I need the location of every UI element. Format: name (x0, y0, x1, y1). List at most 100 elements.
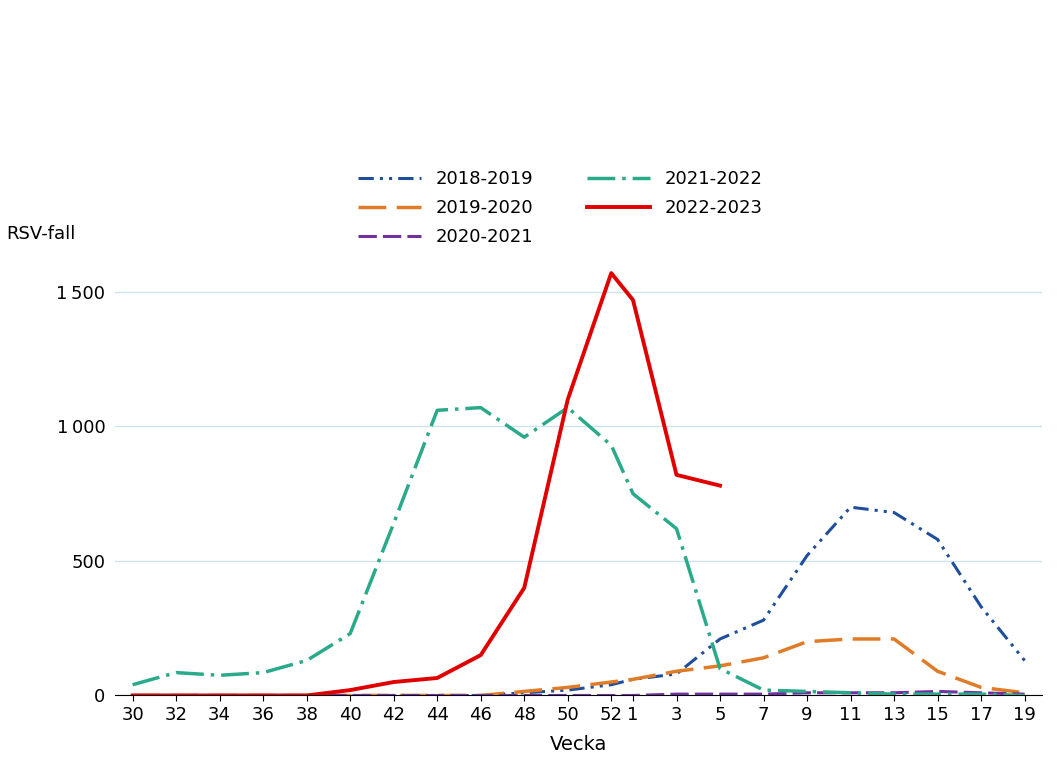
2021-2022 (300, 656, 313, 665)
2019-2020 (300, 691, 313, 700)
2021-2022 (670, 524, 683, 533)
2018-2019 (214, 691, 226, 700)
2020-2021 (931, 687, 944, 696)
2019-2020 (931, 667, 944, 676)
2021-2022 (475, 403, 487, 412)
2019-2020 (975, 683, 987, 692)
2020-2021 (518, 691, 531, 700)
2019-2020 (387, 691, 400, 700)
Line: 2022-2023: 2022-2023 (132, 273, 720, 695)
2018-2019 (627, 674, 639, 684)
2018-2019 (931, 534, 944, 544)
2022-2023 (214, 691, 226, 700)
X-axis label: Vecka: Vecka (550, 735, 608, 754)
2022-2023 (713, 481, 726, 491)
2018-2019 (757, 615, 769, 624)
2021-2022 (170, 668, 183, 677)
2022-2023 (670, 471, 683, 480)
2019-2020 (126, 691, 138, 700)
2019-2020 (801, 637, 814, 646)
Line: 2019-2020: 2019-2020 (132, 639, 1024, 695)
2018-2019 (344, 691, 356, 700)
2021-2022 (888, 690, 901, 699)
2022-2023 (387, 677, 400, 687)
2021-2022 (757, 685, 769, 694)
2022-2023 (257, 691, 270, 700)
2019-2020 (518, 687, 531, 696)
2019-2020 (757, 653, 769, 662)
2018-2019 (888, 508, 901, 518)
2020-2021 (387, 691, 400, 700)
2020-2021 (801, 688, 814, 697)
2018-2019 (475, 691, 487, 700)
2019-2020 (344, 691, 356, 700)
2022-2023 (627, 295, 639, 305)
2019-2020 (670, 667, 683, 676)
2018-2019 (300, 691, 313, 700)
2018-2019 (670, 669, 683, 678)
2020-2021 (757, 690, 769, 699)
2018-2019 (801, 551, 814, 560)
2020-2021 (713, 690, 726, 699)
2022-2023 (126, 691, 138, 700)
2021-2022 (126, 680, 138, 689)
2020-2021 (344, 691, 356, 700)
2019-2020 (214, 691, 226, 700)
2022-2023 (518, 583, 531, 592)
2020-2021 (170, 691, 183, 700)
2021-2022 (605, 441, 617, 450)
2020-2021 (627, 691, 639, 700)
2022-2023 (431, 674, 444, 683)
2020-2021 (300, 691, 313, 700)
2021-2022 (257, 668, 270, 677)
2020-2021 (475, 691, 487, 700)
2020-2021 (1018, 690, 1031, 699)
2018-2019 (561, 685, 574, 694)
2019-2020 (627, 674, 639, 684)
2021-2022 (344, 629, 356, 638)
2022-2023 (300, 691, 313, 700)
2022-2023 (170, 691, 183, 700)
2019-2020 (713, 661, 726, 671)
2022-2023 (561, 395, 574, 404)
2020-2021 (561, 691, 574, 700)
2020-2021 (975, 688, 987, 697)
2018-2019 (431, 691, 444, 700)
2018-2019 (605, 680, 617, 689)
2018-2019 (1018, 656, 1031, 665)
2018-2019 (975, 602, 987, 611)
2021-2022 (1018, 691, 1031, 700)
2019-2020 (170, 691, 183, 700)
2021-2022 (561, 403, 574, 412)
2021-2022 (975, 690, 987, 699)
2021-2022 (214, 671, 226, 680)
2018-2019 (170, 691, 183, 700)
2020-2021 (845, 688, 857, 697)
2021-2022 (931, 690, 944, 699)
2020-2021 (214, 691, 226, 700)
2020-2021 (257, 691, 270, 700)
2021-2022 (518, 433, 531, 442)
2020-2021 (670, 690, 683, 699)
2020-2021 (605, 691, 617, 700)
2021-2022 (713, 664, 726, 673)
2021-2022 (387, 518, 400, 528)
2018-2019 (257, 691, 270, 700)
2020-2021 (431, 691, 444, 700)
2019-2020 (845, 634, 857, 644)
Line: 2018-2019: 2018-2019 (132, 508, 1024, 695)
Y-axis label: RSV-fall: RSV-fall (6, 225, 76, 243)
2018-2019 (387, 691, 400, 700)
2019-2020 (257, 691, 270, 700)
2021-2022 (431, 406, 444, 415)
Line: 2021-2022: 2021-2022 (132, 408, 1024, 695)
2019-2020 (431, 691, 444, 700)
2019-2020 (475, 691, 487, 700)
2021-2022 (845, 688, 857, 697)
2018-2019 (713, 634, 726, 644)
Line: 2020-2021: 2020-2021 (132, 691, 1024, 695)
2019-2020 (605, 677, 617, 687)
2018-2019 (845, 503, 857, 512)
Legend: 2018-2019, 2019-2020, 2020-2021, 2021-2022, 2022-2023: 2018-2019, 2019-2020, 2020-2021, 2021-20… (350, 163, 769, 253)
2022-2023 (605, 268, 617, 278)
